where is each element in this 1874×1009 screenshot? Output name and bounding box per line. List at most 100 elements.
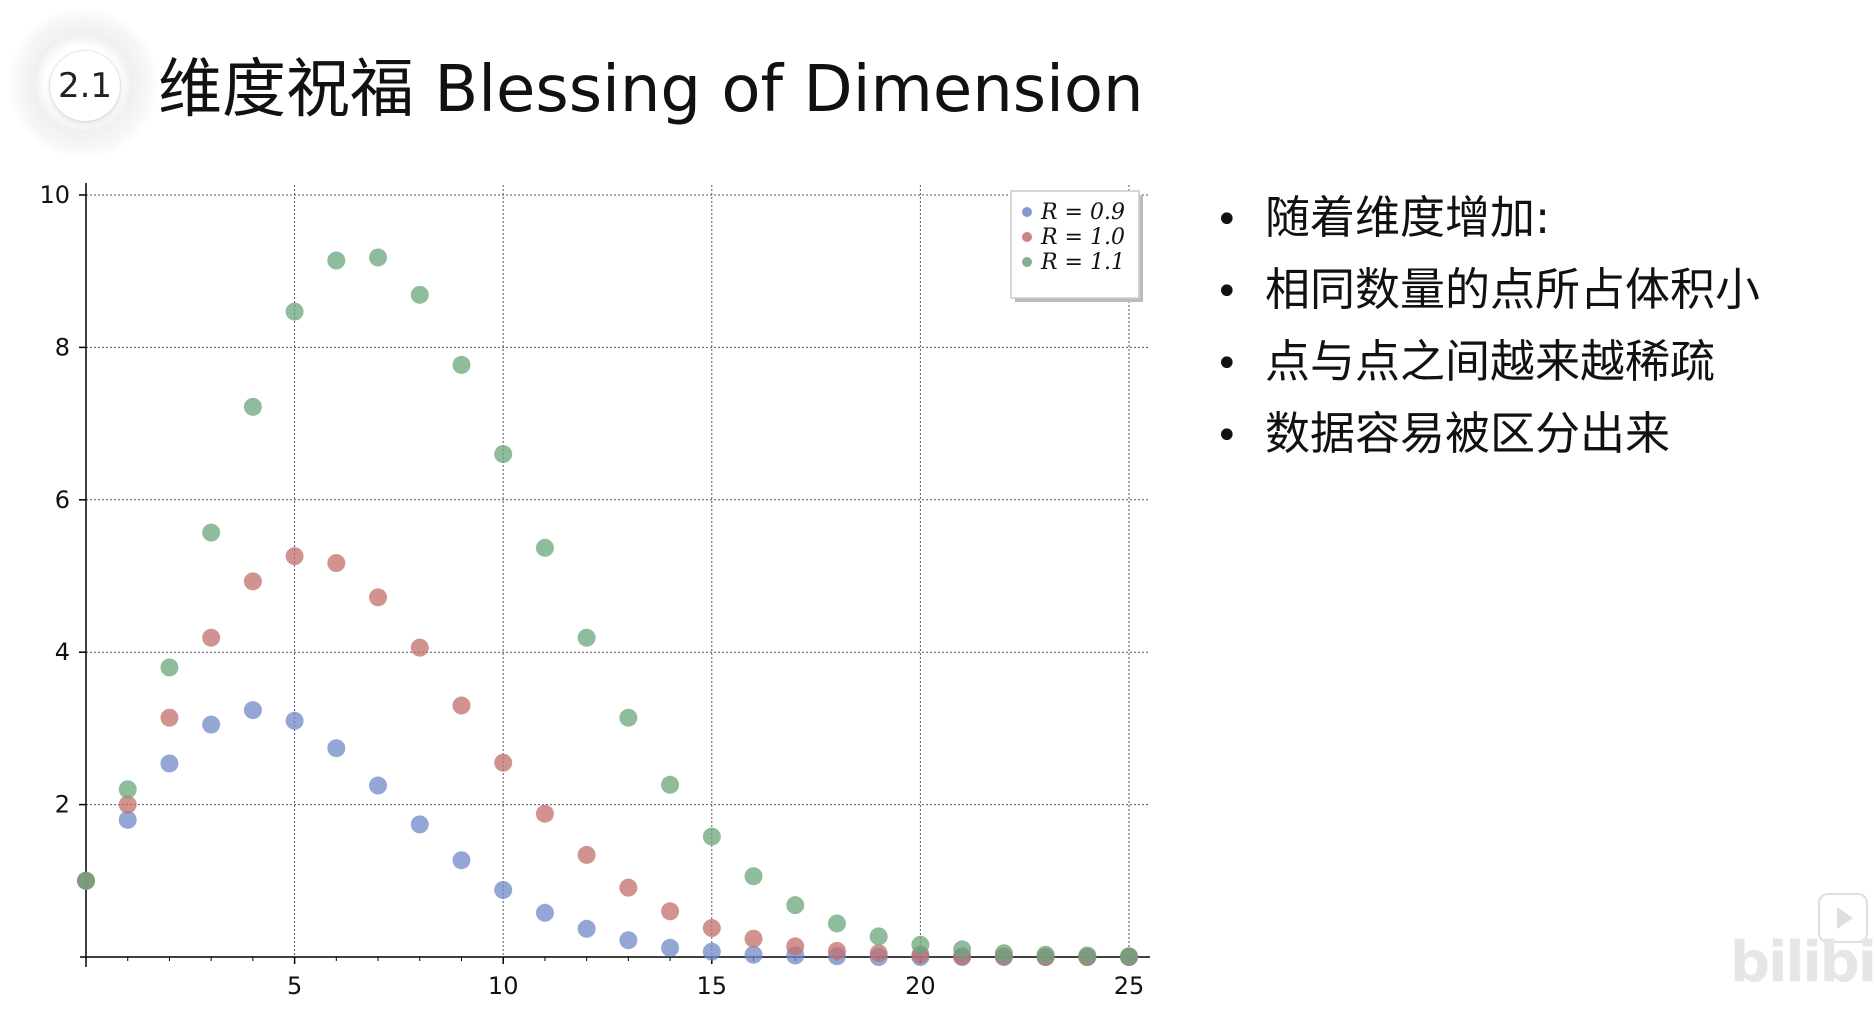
data-point: [452, 355, 471, 374]
data-point: [243, 397, 262, 416]
bullet-item: • 随着维度增加:: [1215, 190, 1760, 262]
data-point: [327, 554, 346, 573]
data-point: [744, 929, 763, 948]
data-point: [118, 795, 137, 814]
data-point: [160, 658, 179, 677]
data-point: [202, 628, 221, 647]
legend-box: [1010, 190, 1140, 299]
bullet-text: 相同数量的点所占体积小: [1265, 263, 1761, 316]
data-point: [452, 851, 471, 870]
bullet-text: 点与点之间越来越稀疏: [1265, 335, 1716, 388]
data-point: [702, 827, 721, 846]
data-point: [285, 711, 304, 730]
data-point: [535, 903, 554, 922]
play-icon[interactable]: [1818, 893, 1868, 943]
y-tick-label: 4: [55, 638, 70, 666]
data-point: [619, 708, 638, 727]
y-tick-label: 10: [39, 181, 70, 209]
data-points: [77, 248, 1138, 966]
data-point: [494, 880, 513, 899]
data-point: [77, 871, 95, 890]
data-point: [619, 878, 638, 897]
section-badge: 2.1: [8, 8, 158, 158]
data-point: [744, 867, 763, 886]
legend-marker: [1022, 257, 1032, 267]
data-point: [702, 919, 721, 938]
bullet-dot-icon: •: [1215, 269, 1239, 315]
legend-marker: [1022, 232, 1032, 242]
data-point: [369, 588, 388, 607]
data-point: [1078, 946, 1097, 965]
data-point: [702, 942, 721, 961]
data-point: [327, 739, 346, 758]
data-point: [953, 940, 972, 959]
y-tick-label: 8: [55, 333, 70, 361]
slide-title: 维度祝福 Blessing of Dimension: [158, 53, 1144, 127]
data-point: [202, 715, 221, 734]
bullet-dot-icon: •: [1215, 341, 1239, 387]
legend-label: R = 1.1: [1040, 250, 1125, 275]
data-point: [577, 628, 596, 647]
x-tick-label: 20: [905, 972, 936, 1000]
data-point: [369, 248, 388, 267]
data-point: [744, 945, 763, 964]
data-point: [202, 523, 221, 542]
bilibili-logo: bilibili: [1730, 930, 1874, 995]
data-point: [494, 753, 513, 772]
data-point: [285, 547, 304, 566]
chart-legend: R = 0.9R = 1.0R = 1.1: [1010, 190, 1143, 302]
data-point: [827, 914, 846, 933]
x-tick-label: 5: [287, 972, 302, 1000]
data-point: [327, 251, 346, 270]
y-tick-label: 2: [55, 791, 70, 819]
x-tick-label: 10: [488, 972, 519, 1000]
data-point: [619, 931, 638, 950]
grid-lines: [86, 185, 1150, 957]
data-point: [369, 776, 388, 795]
data-point: [243, 701, 262, 720]
data-point: [827, 941, 846, 960]
data-point: [577, 919, 596, 938]
data-point: [160, 708, 179, 727]
bullet-item: • 数据容易被区分出来: [1215, 406, 1760, 478]
bullet-item: • 相同数量的点所占体积小: [1215, 262, 1760, 334]
data-point: [535, 804, 554, 823]
data-point: [911, 935, 930, 954]
bullet-list: • 随着维度增加: • 相同数量的点所占体积小 • 点与点之间越来越稀疏 • 数据容易被…: [1215, 190, 1760, 478]
data-point: [535, 538, 554, 557]
data-point: [661, 938, 680, 957]
data-point: [452, 696, 471, 715]
axes: 5 10 15 20 25 2 4 6 8 10: [39, 181, 1150, 1000]
data-point: [661, 775, 680, 794]
data-point: [577, 845, 596, 864]
data-point: [994, 944, 1013, 963]
bullet-dot-icon: •: [1215, 413, 1239, 459]
bullet-text: 数据容易被区分出来: [1265, 407, 1671, 460]
data-point: [243, 572, 262, 591]
bullet-dot-icon: •: [1215, 197, 1239, 243]
data-point: [661, 902, 680, 921]
data-point: [1120, 947, 1138, 966]
data-point: [410, 815, 429, 834]
bullet-item: • 点与点之间越来越稀疏: [1215, 334, 1760, 406]
data-point: [494, 445, 513, 464]
data-point: [410, 285, 429, 304]
data-point: [118, 780, 137, 799]
x-tick-label: 25: [1114, 972, 1145, 1000]
x-tick-label: 15: [697, 972, 728, 1000]
data-point: [786, 937, 805, 956]
data-point: [160, 754, 179, 773]
legend-marker: [1022, 207, 1032, 217]
data-point: [285, 302, 304, 321]
y-tick-label: 6: [55, 486, 70, 514]
section-number: 2.1: [50, 51, 120, 121]
data-point: [869, 927, 888, 946]
data-point: [786, 896, 805, 915]
legend-label: R = 0.9: [1040, 200, 1125, 225]
data-point: [410, 638, 429, 657]
data-point: [118, 810, 137, 829]
bullet-text: 随着维度增加:: [1265, 191, 1551, 244]
data-point: [869, 944, 888, 963]
legend-label: R = 1.0: [1040, 225, 1125, 250]
